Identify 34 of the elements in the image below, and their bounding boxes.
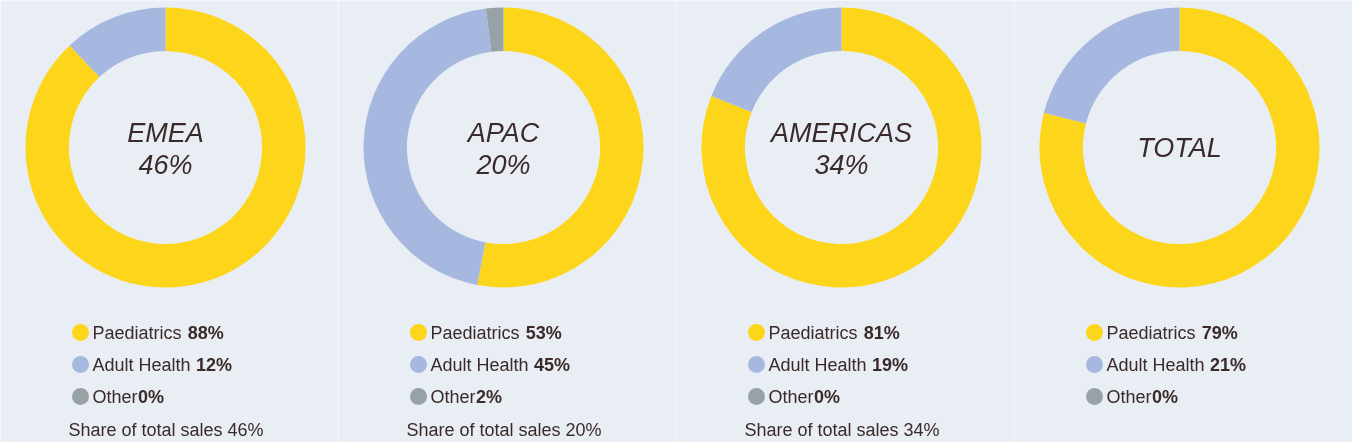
legend-label: Paediatrics — [92, 322, 182, 343]
legend-label: Other — [430, 386, 476, 407]
data-label: 81% — [863, 322, 900, 343]
legend-label: Adult Health — [1106, 354, 1205, 375]
legend-label: Paediatrics — [1106, 322, 1196, 343]
text: 0% — [814, 386, 841, 407]
text: Share of total sales 46% — [68, 419, 264, 440]
data-label: 21% — [1210, 354, 1247, 375]
text: 0% — [1152, 386, 1179, 407]
legend-label: Paediatrics — [430, 322, 520, 343]
text: 46% — [138, 149, 193, 180]
text: TOTAL — [1137, 132, 1222, 163]
legend-label: Other — [92, 386, 138, 407]
data-label: 19% — [872, 354, 909, 375]
text: 20% — [475, 149, 531, 180]
text: 34% — [814, 149, 869, 180]
legend-label: Paediatrics — [768, 322, 858, 343]
text: Share of total sales 20% — [406, 419, 602, 440]
data-label: 79% — [1201, 322, 1238, 343]
text: Share of total sales 34% — [744, 419, 940, 440]
data-label: 2% — [476, 386, 503, 407]
legend-label: Other — [1106, 386, 1152, 407]
data-label: 12% — [196, 354, 233, 375]
legend-label: Adult Health — [92, 354, 191, 375]
data-label: 53% — [525, 322, 562, 343]
text: EMEA — [127, 117, 204, 148]
data-label: 45% — [534, 354, 571, 375]
legend-label: Adult Health — [768, 354, 867, 375]
text: AMERICAS — [768, 117, 913, 148]
text: 0% — [138, 386, 165, 407]
text: APAC — [465, 117, 540, 148]
data-label: 88% — [187, 322, 224, 343]
legend-label: Other — [768, 386, 814, 407]
legend-label: Adult Health — [430, 354, 529, 375]
